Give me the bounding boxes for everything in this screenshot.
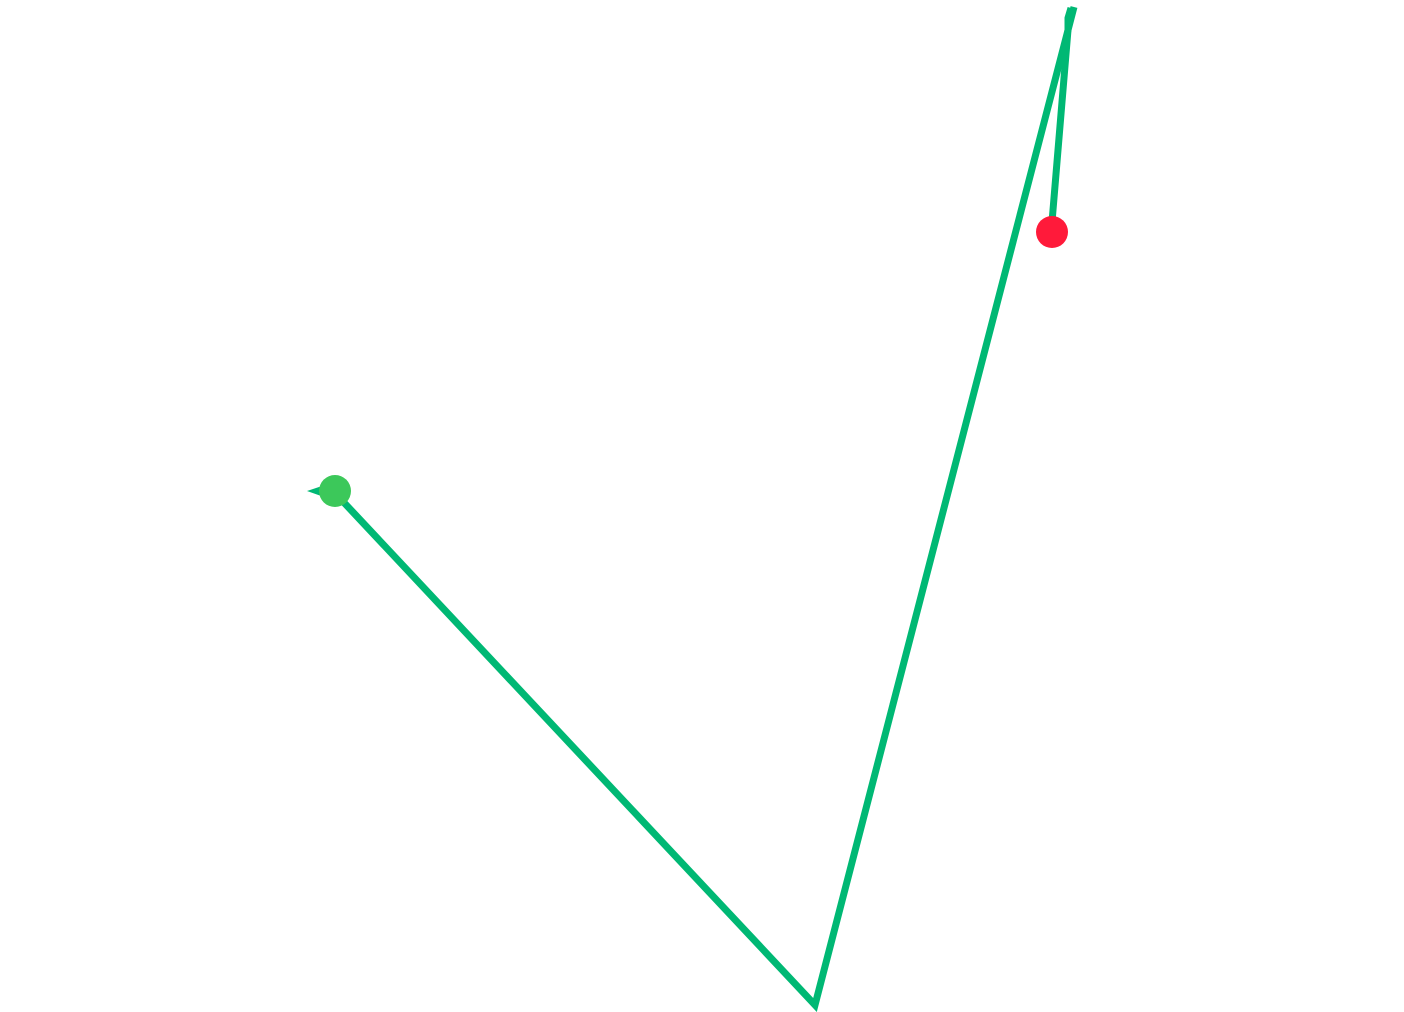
start-point <box>319 475 351 507</box>
trajectory-path <box>332 6 1078 1012</box>
end-point <box>1036 216 1068 248</box>
trajectory-tail <box>1048 6 1075 223</box>
